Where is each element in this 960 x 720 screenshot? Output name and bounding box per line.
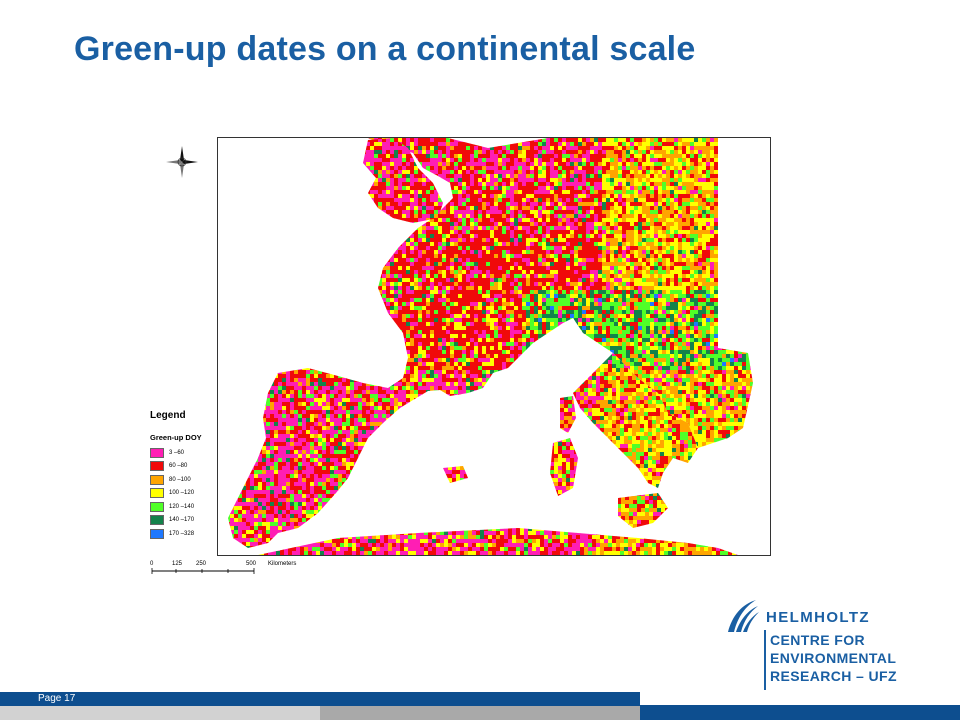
logo-line-3: RESEARCH – UFZ <box>770 668 897 684</box>
green-up-map <box>218 138 770 555</box>
scale-unit-label: Kilometers <box>268 561 297 567</box>
helmholtz-ufz-logo: HELMHOLTZ CENTRE FOR ENVIRONMENTAL RESEA… <box>722 598 922 692</box>
legend-label: 80 –100 <box>169 476 191 483</box>
legend-item: 3 –60 <box>150 446 220 460</box>
legend-label: 60 –80 <box>169 463 188 470</box>
page-number: Page 17 <box>38 693 76 704</box>
map-legend: Legend Green-up DOY 3 –60 60 –80 80 –100 10… <box>150 410 220 541</box>
legend-label: 140 –170 <box>169 517 195 524</box>
footer-bar <box>0 692 640 706</box>
legend-item: 100 –120 <box>150 487 220 501</box>
legend-label: 120 –140 <box>169 503 195 510</box>
north-arrow-icon <box>166 146 198 178</box>
legend-label: 3 –60 <box>169 449 185 456</box>
footer-bar-right <box>640 705 960 720</box>
scale-tick-label: 0 <box>150 561 154 567</box>
legend-item: 170 –328 <box>150 527 220 541</box>
scale-bar: 0 125 250 500 Kilometers <box>150 561 320 577</box>
legend-swatch <box>150 515 164 526</box>
legend-item: 60 –80 <box>150 460 220 474</box>
green-up-map-figure: Legend Green-up DOY 3 –60 60 –80 80 –100 10… <box>136 130 774 578</box>
legend-swatch <box>150 447 164 458</box>
legend-label: 100 –120 <box>169 490 195 497</box>
helmholtz-logo-mark-icon <box>722 598 760 634</box>
scale-tick-label: 500 <box>246 561 257 567</box>
legend-item: 80 –100 <box>150 473 220 487</box>
legend-swatch <box>150 528 164 539</box>
scale-tick-label: 125 <box>172 561 183 567</box>
legend-items: 3 –60 60 –80 80 –100 100 –120 120 –140 140 –1… <box>150 446 220 541</box>
legend-subtitle: Green-up DOY <box>150 433 202 442</box>
legend-label: 170 –328 <box>169 530 195 537</box>
scale-bar-graphic <box>151 568 255 574</box>
footer-stripe-light <box>0 706 320 720</box>
scale-tick-label: 250 <box>196 561 207 567</box>
logo-line-2: ENVIRONMENTAL <box>770 650 897 666</box>
legend-item: 140 –170 <box>150 514 220 528</box>
legend-swatch <box>150 501 164 512</box>
legend-swatch <box>150 474 164 485</box>
slide-title: Green-up dates on a continental scale <box>74 30 696 68</box>
legend-title: Legend <box>150 410 186 421</box>
footer-stripe-dark <box>320 706 640 720</box>
map-frame <box>217 137 771 556</box>
legend-item: 120 –140 <box>150 500 220 514</box>
logo-name: HELMHOLTZ <box>766 609 870 626</box>
logo-line-1: CENTRE FOR <box>770 632 865 648</box>
legend-swatch <box>150 461 164 472</box>
logo-divider <box>764 630 766 690</box>
legend-swatch <box>150 488 164 499</box>
